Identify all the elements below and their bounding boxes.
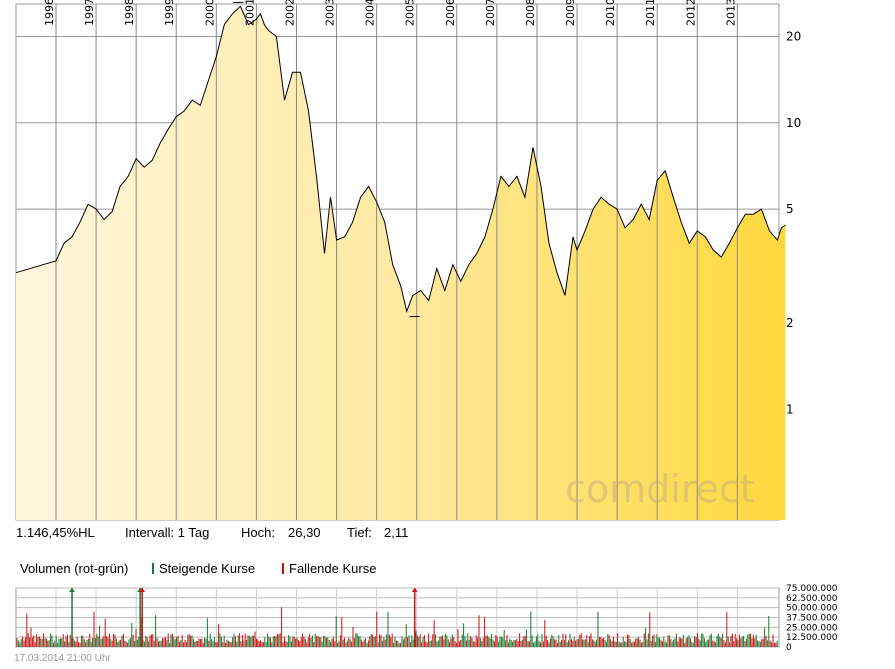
year-label: 2004 bbox=[364, 0, 377, 26]
legend-up: Steigende Kurse bbox=[152, 561, 255, 576]
price-tick-label: 10 bbox=[786, 116, 801, 130]
interval-label: Intervall: 1 Tag bbox=[125, 525, 210, 540]
volume-tick-label: 0 bbox=[786, 643, 792, 653]
year-label: 2001 bbox=[243, 0, 256, 26]
price-area bbox=[16, 6, 786, 521]
price-tick-label: 5 bbox=[786, 202, 794, 216]
volume-spike-arrow bbox=[139, 588, 146, 592]
volume-tick-label: 75.000.000 bbox=[786, 584, 838, 594]
low-label: Tief: bbox=[347, 525, 372, 540]
volume-legend-title: Volumen (rot-grün) bbox=[20, 561, 129, 576]
year-label: 1998 bbox=[123, 0, 136, 26]
volume-tick-label: 12.500.000 bbox=[786, 633, 838, 643]
volume-tick-label: 37.500.000 bbox=[786, 614, 838, 624]
price-tick-label: 1 bbox=[786, 403, 794, 417]
year-gridlines bbox=[55, 4, 738, 520]
price-tick-label: 20 bbox=[786, 30, 801, 44]
volume-axis-labels: 012.500.00025.000.00037.500.00050.000.00… bbox=[786, 584, 838, 653]
volume-tick-label: 62.500.000 bbox=[786, 594, 838, 604]
year-label: 2009 bbox=[564, 0, 577, 26]
volume-spike-arrow bbox=[411, 588, 418, 592]
year-label: 2011 bbox=[644, 0, 657, 26]
year-label: 2007 bbox=[484, 0, 497, 26]
year-label: 2006 bbox=[444, 0, 457, 26]
legend-down-label: Fallende Kurse bbox=[289, 561, 377, 576]
legend-down: Fallende Kurse bbox=[282, 561, 376, 576]
year-label: 2002 bbox=[283, 0, 296, 26]
year-label: 2013 bbox=[724, 0, 737, 26]
year-label: 1997 bbox=[83, 0, 96, 26]
high-low-markers bbox=[233, 1, 420, 318]
volume-spike-arrow bbox=[69, 588, 76, 592]
low-value: 2,11 bbox=[384, 525, 409, 540]
year-label: 2003 bbox=[324, 0, 337, 26]
volume-grid bbox=[15, 587, 780, 648]
volume-bars bbox=[16, 588, 778, 647]
comdirect-watermark: comdirect bbox=[565, 467, 755, 511]
volume-tick-label: 25.000.000 bbox=[786, 623, 838, 633]
legend-up-label: Steigende Kurse bbox=[159, 561, 256, 576]
year-label: 2012 bbox=[684, 0, 697, 26]
year-label: 2010 bbox=[604, 0, 617, 26]
range-percent: 1.146,45%HL bbox=[16, 525, 95, 540]
year-labels: 1996 1997 1998 1999 2000 2001 2002 2003 2004 2005… bbox=[43, 0, 737, 26]
year-label: 1999 bbox=[163, 0, 176, 26]
high-value: 26,30 bbox=[288, 525, 321, 540]
year-label: 2008 bbox=[524, 0, 537, 26]
price-axis-labels: 1 2 5 10 20 bbox=[786, 30, 801, 417]
price-tick-label: 2 bbox=[786, 316, 794, 330]
year-label: 2000 bbox=[203, 0, 216, 26]
high-label: Hoch: bbox=[241, 525, 275, 540]
up-marker-icon bbox=[152, 563, 154, 574]
year-label: 2005 bbox=[404, 0, 417, 26]
volume-tick-label: 50.000.000 bbox=[786, 604, 838, 614]
timestamp: 17.03.2014 21:00 Uhr bbox=[14, 653, 111, 664]
price-line bbox=[15, 5, 786, 314]
year-label: 1996 bbox=[43, 0, 56, 26]
down-marker-icon bbox=[282, 563, 284, 574]
